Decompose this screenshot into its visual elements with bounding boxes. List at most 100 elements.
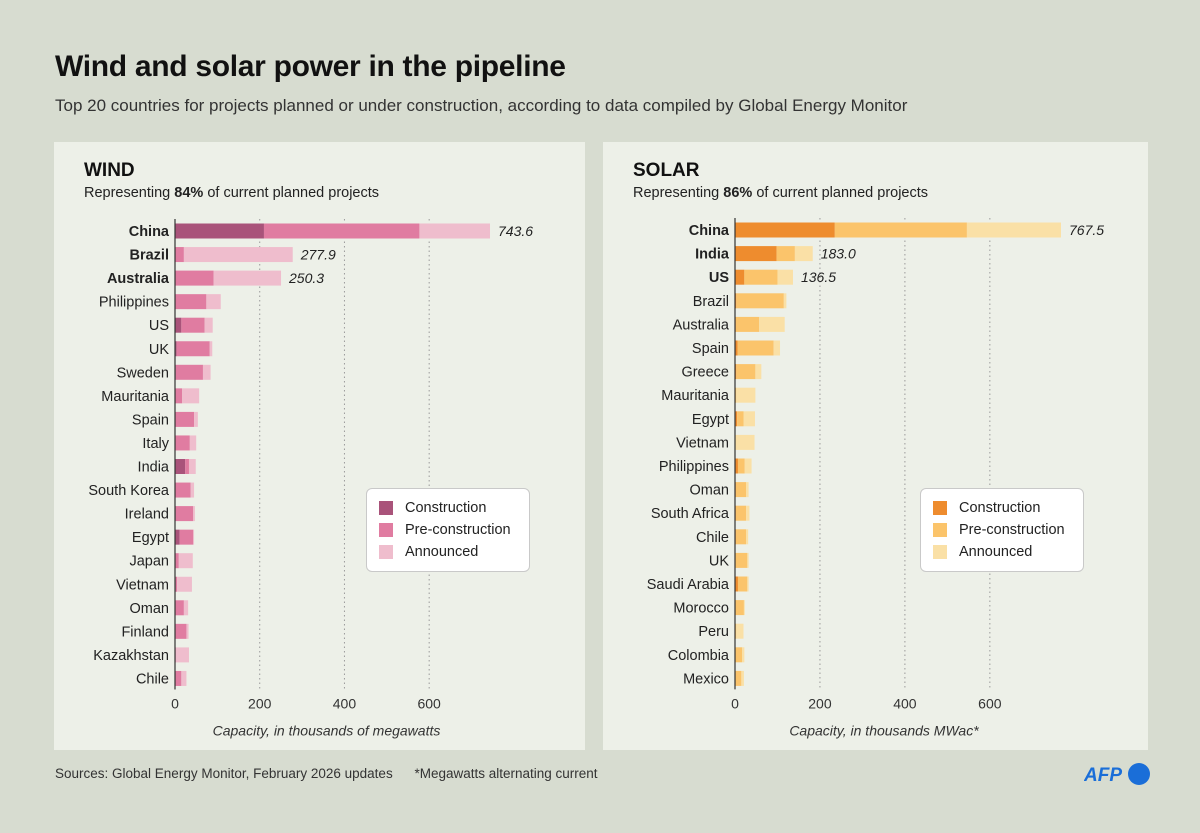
solar-panel: SOLAR Representing 86% of current planne… — [603, 142, 1148, 750]
wind-bar-announced — [175, 647, 189, 663]
solar-bar-announced — [777, 269, 793, 285]
wind-category-label: Vietnam — [116, 577, 169, 593]
solar-x-axis-title: Capacity, in thousands MWac* — [789, 722, 979, 738]
wind-bar-pre-construction — [175, 506, 194, 522]
units-footnote: *Megawatts alternating current — [414, 766, 598, 781]
solar-bar-announced — [773, 340, 781, 356]
wind-bar-announced — [209, 341, 213, 357]
solar-x-tick-label: 400 — [893, 695, 917, 711]
wind-bar-announced — [181, 670, 187, 686]
solar-category-label: Mexico — [683, 671, 729, 687]
wind-bar-construction — [175, 341, 177, 357]
solar-bar-pre-construction — [776, 246, 795, 262]
solar-legend-announced: Announced — [933, 541, 1071, 563]
wind-category-label: US — [149, 318, 169, 334]
solar-bar-announced — [741, 670, 744, 686]
wind-category-label: Kazakhstan — [93, 648, 169, 664]
wind-bar-pre-construction — [175, 247, 184, 263]
solar-legend-pre-construction: Pre-construction — [933, 519, 1071, 541]
solar-x-tick-label: 600 — [978, 695, 1002, 711]
solar-category-label: Greece — [681, 365, 729, 381]
wind-bar-pre-construction — [175, 576, 178, 592]
solar-share: 86% — [723, 185, 753, 201]
afp-logo-circle — [1128, 763, 1150, 785]
solar-category-label: Spain — [692, 341, 729, 357]
wind-bar-announced — [204, 317, 213, 333]
wind-category-label: UK — [149, 342, 169, 358]
solar-bar-announced — [746, 505, 750, 521]
solar-category-label: India — [695, 247, 730, 263]
solar-bar-pre-construction — [735, 316, 760, 332]
solar-bar-pre-construction — [735, 482, 747, 498]
wind-bar-announced — [178, 553, 193, 569]
solar-heading: SOLAR — [633, 160, 700, 181]
solar-bar-construction — [735, 222, 835, 238]
solar-category-label: Chile — [696, 530, 729, 546]
footer: Sources: Global Energy Monitor, February… — [55, 766, 598, 781]
wind-bar-announced — [182, 388, 200, 404]
wind-category-label: Finland — [121, 624, 169, 640]
solar-legend: Construction Pre-construction Announced — [920, 488, 1084, 572]
solar-bar-announced — [794, 246, 813, 262]
solar-category-label: Philippines — [659, 459, 729, 475]
wind-x-axis-title: Capacity, in thousands of megawatts — [213, 722, 441, 738]
solar-bar-pre-construction — [834, 222, 967, 238]
wind-bar-announced — [186, 623, 189, 639]
wind-bar-pre-construction — [175, 364, 203, 380]
solar-bar-announced — [743, 411, 755, 427]
solar-category-label: UK — [709, 553, 729, 569]
solar-bar-announced — [783, 293, 787, 309]
wind-category-label: China — [129, 224, 170, 240]
solar-bar-construction — [735, 576, 738, 592]
wind-category-label: India — [138, 460, 170, 476]
solar-bar-announced — [746, 529, 749, 545]
wind-bar-announced — [193, 506, 195, 522]
wind-bar-pre-construction — [263, 223, 420, 239]
solar-bar-construction — [735, 340, 738, 356]
solar-category-label: Peru — [698, 624, 729, 640]
solar-bar-pre-construction — [737, 458, 745, 474]
wind-bar-construction — [175, 459, 186, 474]
sources-note: Sources: Global Energy Monitor, February… — [55, 766, 393, 781]
solar-bar-pre-construction — [735, 647, 743, 663]
wind-x-tick-label: 600 — [417, 695, 441, 711]
legend-swatch — [933, 545, 947, 559]
solar-bar-construction — [735, 293, 737, 309]
wind-category-label: South Korea — [88, 483, 170, 499]
wind-bar-pre-construction — [175, 670, 182, 686]
solar-category-label: Colombia — [668, 648, 730, 664]
wind-category-label: Brazil — [130, 248, 170, 264]
wind-bar-announced — [177, 576, 192, 592]
solar-bar-announced — [743, 600, 745, 616]
solar-bar-announced — [742, 647, 745, 663]
solar-bar-construction — [735, 269, 745, 285]
wind-category-label: Australia — [107, 271, 170, 287]
solar-bar-announced — [747, 552, 749, 568]
solar-bar-announced — [746, 482, 749, 498]
solar-category-label: Brazil — [693, 294, 729, 310]
solar-data-label: 183.0 — [821, 246, 856, 262]
solar-bar-construction — [735, 458, 738, 474]
legend-swatch — [933, 501, 947, 515]
legend-swatch — [379, 501, 393, 515]
solar-bar-pre-construction — [735, 529, 747, 545]
solar-bar-pre-construction — [744, 269, 778, 285]
solar-data-label: 136.5 — [801, 269, 836, 285]
wind-category-label: Egypt — [132, 530, 169, 546]
solar-bar-pre-construction — [737, 576, 748, 592]
afp-logo-text: AFP — [1084, 765, 1122, 786]
solar-category-label: Oman — [690, 483, 730, 499]
wind-bar-pre-construction — [175, 411, 195, 427]
wind-bar-announced — [206, 294, 221, 310]
solar-bar-announced — [736, 387, 756, 403]
wind-bar-pre-construction — [175, 270, 214, 286]
solar-category-label: Vietnam — [676, 435, 729, 451]
legend-swatch — [379, 545, 393, 559]
wind-legend-announced: Announced — [379, 541, 517, 563]
wind-legend-construction: Construction — [379, 497, 517, 519]
solar-category-label: South Africa — [651, 506, 730, 522]
solar-category-label: Egypt — [692, 412, 729, 428]
wind-data-label: 743.6 — [498, 223, 533, 239]
solar-bar-pre-construction — [736, 293, 784, 309]
wind-category-label: Mauritania — [101, 389, 170, 405]
